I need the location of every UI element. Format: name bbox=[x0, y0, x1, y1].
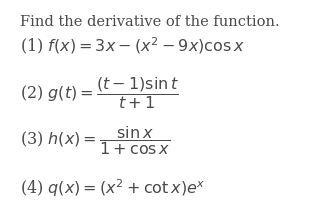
Text: (2) $g(t) = \dfrac{(t-1)\sin t}{t+1}$: (2) $g(t) = \dfrac{(t-1)\sin t}{t+1}$ bbox=[20, 75, 179, 111]
Text: (1) $f(x) = 3x - (x^2 - 9x)\cos x$: (1) $f(x) = 3x - (x^2 - 9x)\cos x$ bbox=[20, 36, 244, 56]
Text: (3) $h(x) = \dfrac{\sin x}{1+\cos x}$: (3) $h(x) = \dfrac{\sin x}{1+\cos x}$ bbox=[20, 124, 170, 157]
Text: Find the derivative of the function.: Find the derivative of the function. bbox=[20, 15, 279, 29]
Text: (4) $q(x) = (x^2 + \cot x)e^x$: (4) $q(x) = (x^2 + \cot x)e^x$ bbox=[20, 177, 205, 199]
